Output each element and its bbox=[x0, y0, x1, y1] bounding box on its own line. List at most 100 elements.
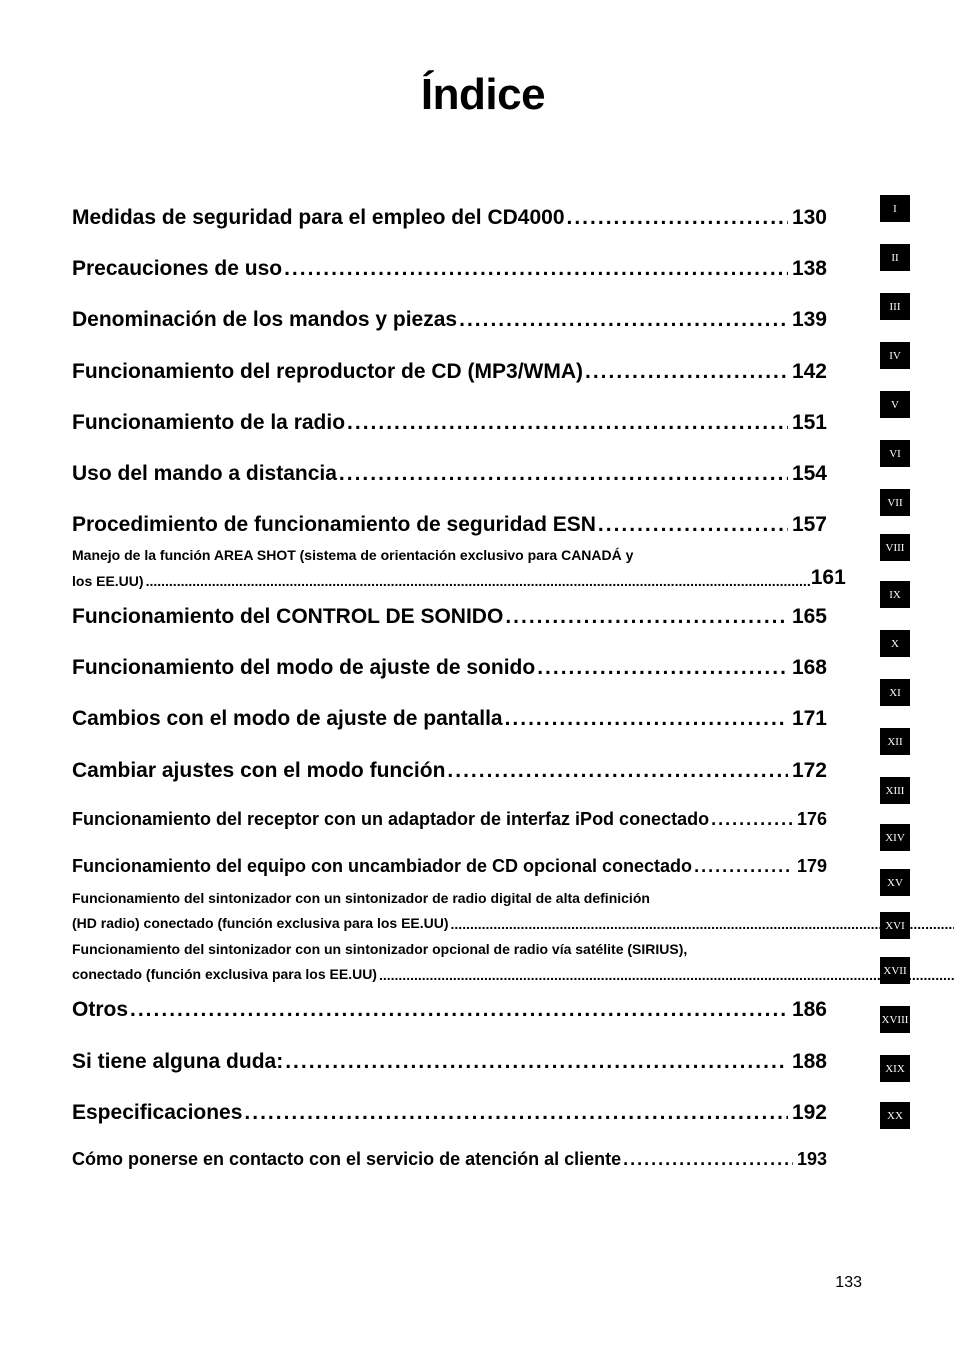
chapter-tab: XVIII bbox=[880, 1006, 910, 1033]
toc-leader: ........................................… bbox=[451, 916, 954, 933]
toc-entry-label: Si tiene alguna duda: bbox=[72, 1049, 285, 1074]
toc-entry-label-line2: conectado (función exclusiva para los EE… bbox=[72, 966, 379, 984]
toc-leader: ........................................… bbox=[505, 706, 788, 731]
toc-entry: Funcionamiento del modo de ajuste de son… bbox=[72, 655, 827, 680]
toc-entry: Cómo ponerse en contacto con el servicio… bbox=[72, 1149, 827, 1171]
tab-gap bbox=[880, 516, 910, 534]
tab-gap bbox=[880, 561, 910, 581]
toc-entry-label: Funcionamiento del reproductor de CD (MP… bbox=[72, 359, 585, 384]
tab-gap bbox=[880, 755, 910, 777]
tab-gap bbox=[880, 369, 910, 391]
toc-entry-page: 157 bbox=[788, 512, 827, 537]
chapter-tab: X bbox=[880, 630, 910, 657]
toc-entry: Funcionamiento del CONTROL DE SONIDO....… bbox=[72, 604, 827, 629]
chapter-tab: V bbox=[880, 391, 910, 418]
toc-entry: Precauciones de uso.....................… bbox=[72, 256, 827, 281]
toc-entry-line2: los EE.UU)..............................… bbox=[72, 565, 827, 590]
tab-gap bbox=[880, 984, 910, 1006]
toc-entry-label-line2: (HD radio) conectado (función exclusiva … bbox=[72, 915, 451, 933]
toc-entry-page: 138 bbox=[788, 256, 827, 281]
toc-entry: Funcionamiento del reproductor de CD (MP… bbox=[72, 359, 827, 384]
toc-entry: Si tiene alguna duda:...................… bbox=[72, 1049, 827, 1074]
toc-entry-page: 192 bbox=[788, 1100, 827, 1125]
toc-entry: Cambiar ajustes con el modo función.....… bbox=[72, 758, 827, 783]
table-of-contents: Medidas de seguridad para el empleo del … bbox=[72, 205, 827, 1170]
tab-gap bbox=[880, 608, 910, 630]
toc-entry-page: 142 bbox=[788, 359, 827, 384]
toc-entry: Medidas de seguridad para el empleo del … bbox=[72, 205, 827, 230]
toc-entry-label: Uso del mando a distancia bbox=[72, 461, 339, 486]
toc-entry: Uso del mando a distancia...............… bbox=[72, 461, 827, 486]
chapter-tabs: IIIIIIIVVVIVIIVIIIIXXXIXIIXIIIXIVXVXVIXV… bbox=[880, 195, 910, 1129]
toc-entry: Funcionamiento de la radio..............… bbox=[72, 410, 827, 435]
toc-leader: ........................................… bbox=[339, 461, 788, 486]
toc-entry-label: Especificaciones bbox=[72, 1100, 244, 1125]
toc-entry-page: 171 bbox=[788, 706, 827, 731]
toc-entry-line2: conectado (función exclusiva para los EE… bbox=[72, 958, 827, 983]
toc-entry-label: Funcionamiento del CONTROL DE SONIDO bbox=[72, 604, 505, 629]
toc-entry-page: 168 bbox=[788, 655, 827, 680]
toc-entry-line2: (HD radio) conectado (función exclusiva … bbox=[72, 907, 827, 932]
toc-entry: Cambios con el modo de ajuste de pantall… bbox=[72, 706, 827, 731]
toc-entry: Procedimiento de funcionamiento de segur… bbox=[72, 512, 827, 537]
chapter-tab: VII bbox=[880, 489, 910, 516]
toc-entry-label: Funcionamiento del receptor con un adapt… bbox=[72, 809, 711, 831]
toc-leader: ........................................… bbox=[537, 655, 788, 680]
toc-entry-page: 193 bbox=[793, 1149, 827, 1171]
toc-leader: ........................................… bbox=[459, 307, 788, 332]
toc-entry-label: Cambiar ajustes con el modo función bbox=[72, 758, 447, 783]
toc-leader: ........................................… bbox=[711, 809, 793, 831]
toc-entry-page: 139 bbox=[788, 307, 827, 332]
toc-leader: ........................................… bbox=[598, 512, 788, 537]
toc-entry: Funcionamiento del receptor con un adapt… bbox=[72, 809, 827, 831]
toc-leader: ........................................… bbox=[567, 205, 788, 230]
toc-entry-label-line1: Funcionamiento del sintonizador con un s… bbox=[72, 890, 827, 908]
toc-entry: Funcionamiento del equipo con uncambiado… bbox=[72, 856, 827, 878]
toc-entry-label: Funcionamiento de la radio bbox=[72, 410, 347, 435]
toc-leader: ........................................… bbox=[447, 758, 788, 783]
chapter-tab: XII bbox=[880, 728, 910, 755]
toc-leader: ........................................… bbox=[347, 410, 788, 435]
toc-entry-page: 179 bbox=[793, 856, 827, 878]
chapter-tab: III bbox=[880, 293, 910, 320]
toc-entry-label-line1: Funcionamiento del sintonizador con un s… bbox=[72, 941, 827, 959]
tab-gap bbox=[880, 418, 910, 440]
toc-entry-page: 172 bbox=[788, 758, 827, 783]
toc-entry-label: Otros bbox=[72, 997, 130, 1022]
tab-gap bbox=[880, 1033, 910, 1055]
chapter-tab: XV bbox=[880, 869, 910, 896]
toc-entry-page: 130 bbox=[788, 205, 827, 230]
toc-entry-label: Funcionamiento del modo de ajuste de son… bbox=[72, 655, 537, 680]
tab-gap bbox=[880, 271, 910, 293]
chapter-tab: XVI bbox=[880, 912, 910, 939]
toc-entry-page: 176 bbox=[793, 809, 827, 831]
toc-leader: ........................................… bbox=[694, 856, 793, 878]
chapter-tab: I bbox=[880, 195, 910, 222]
tab-gap bbox=[880, 804, 910, 824]
chapter-tab: VI bbox=[880, 440, 910, 467]
toc-entry: Otros...................................… bbox=[72, 997, 827, 1022]
chapter-tab: XIV bbox=[880, 824, 910, 851]
toc-leader: ........................................… bbox=[379, 967, 954, 984]
toc-entry-label: Cómo ponerse en contacto con el servicio… bbox=[72, 1149, 623, 1171]
toc-leader: ........................................… bbox=[244, 1100, 788, 1125]
chapter-tab: IV bbox=[880, 342, 910, 369]
chapter-tab: XVII bbox=[880, 957, 910, 984]
tab-gap bbox=[880, 939, 910, 957]
chapter-tab: II bbox=[880, 244, 910, 271]
toc-entry: Manejo de la función AREA SHOT (sistema … bbox=[72, 547, 827, 590]
toc-entry: Especificaciones........................… bbox=[72, 1100, 827, 1125]
toc-entry-label: Cambios con el modo de ajuste de pantall… bbox=[72, 706, 505, 731]
toc-entry-page: 188 bbox=[788, 1049, 827, 1074]
toc-entry-page: 151 bbox=[788, 410, 827, 435]
toc-leader: ........................................… bbox=[284, 256, 788, 281]
tab-gap bbox=[880, 657, 910, 679]
toc-entry-page: 186 bbox=[788, 997, 827, 1022]
toc-entry-page: 154 bbox=[788, 461, 827, 486]
toc-entry-label-line2: los EE.UU) bbox=[72, 573, 146, 591]
toc-leader: ........................................… bbox=[505, 604, 788, 629]
toc-leader: ........................................… bbox=[623, 1149, 793, 1171]
chapter-tab: IX bbox=[880, 581, 910, 608]
toc-entry-page: 165 bbox=[788, 604, 827, 629]
chapter-tab: XX bbox=[880, 1102, 910, 1129]
